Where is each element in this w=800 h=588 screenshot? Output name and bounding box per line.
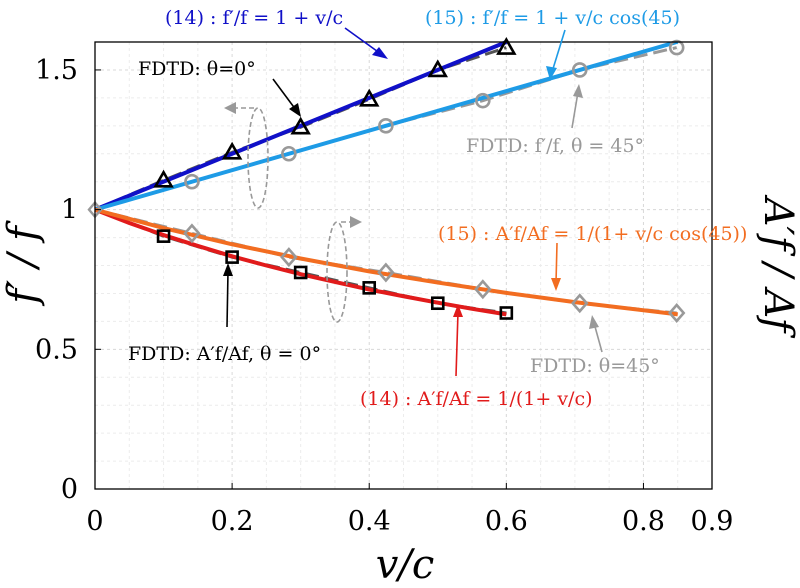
x-tick-label: 0.2 (211, 506, 254, 537)
arrowhead-eq14a (453, 304, 463, 317)
arrow-fdtd45f (571, 91, 579, 129)
marker-triangle (153, 169, 174, 188)
arrow-eq15a (555, 242, 558, 284)
marker-diamond (474, 279, 492, 300)
x-tick-label: 0.6 (485, 506, 528, 537)
ellipse-lower (326, 221, 348, 323)
marker-square (430, 296, 445, 311)
x-tick-label: 0 (86, 506, 103, 537)
plot-frame (94, 41, 713, 490)
y-tick-label: 1.5 (35, 55, 78, 86)
marker-circle (475, 92, 491, 109)
series-layer (87, 36, 686, 323)
ellipse-lower-arrowhead (350, 216, 362, 228)
y-axis-label-right: A′f / Af (755, 194, 800, 339)
marker-triangle (221, 141, 243, 160)
arrow-fdtd0a (226, 270, 229, 328)
marker-triangle (496, 36, 517, 55)
marker-circle (281, 145, 297, 162)
y-axis-label-left: f′ / f (0, 220, 46, 307)
arrow-eq14a (455, 311, 459, 377)
annotation-fdtd0a: FDTD: A′f/Af, θ = 0° (128, 343, 321, 365)
marker-diamond (377, 262, 395, 283)
marker-square (362, 281, 377, 295)
arrow-fdtd0f (272, 78, 297, 111)
series-line-theory (94, 207, 507, 317)
arrowhead-fdtd45a (589, 315, 599, 329)
annotations: (14) : f′/f = 1 + v/c (15) : f′/f = 1 + … (128, 7, 747, 410)
arrowhead-eq14f (372, 47, 388, 59)
marker-square (293, 265, 308, 280)
annotation-eq14f: (14) : f′/f = 1 + v/c (165, 7, 343, 29)
y-tick-label: 0 (61, 474, 78, 505)
annotation-fdtd0f: FDTD: θ=0° (138, 58, 256, 80)
marker-square (499, 306, 514, 320)
marker-triangle (358, 88, 380, 107)
series-line-theory (94, 40, 508, 212)
arrowhead-fdtd0a (223, 263, 233, 276)
y-tick-label: 0.5 (35, 334, 78, 365)
arrowhead-fdtd0f (289, 103, 301, 117)
annotation-fdtd45a: FDTD: θ=45° (530, 355, 660, 377)
x-tick-label: 0.8 (622, 506, 665, 537)
ellipse-upper-arrowhead (224, 102, 236, 114)
x-tick-label: 0.9 (691, 506, 734, 537)
series-line-theory (94, 39, 679, 212)
arrowhead-fdtd45f (573, 84, 583, 98)
x-axis-label: v/c (376, 542, 434, 588)
marker-diamond (667, 303, 686, 323)
annotation-eq15f: (15) : f′/f = 1 + v/c cos(45) (425, 7, 680, 29)
arrow-eq15f (551, 29, 566, 73)
arrowhead-eq15f (546, 66, 557, 80)
annotation-eq14a: (14) : A′f/Af = 1/(1+ v/c) (360, 388, 593, 410)
annotation-eq15a: (15) : A′f/Af = 1/(1+ v/c cos(45)) (438, 223, 747, 245)
marker-square (156, 229, 171, 243)
x-tick-label: 0.4 (348, 506, 391, 537)
tick-labels: 0 0.2 0.4 0.6 0.8 0.9 0 0.5 1 1.5 (35, 55, 733, 537)
arrow-eq14f (344, 27, 382, 55)
marker-circle (184, 173, 200, 190)
arrow-fdtd45a (593, 322, 603, 353)
ellipse-upper (247, 107, 269, 209)
y-tick-label: 1 (61, 195, 78, 226)
marker-circle (668, 39, 685, 56)
annotation-arrows (223, 27, 603, 377)
marker-circle (378, 118, 394, 134)
arrowhead-eq15a (551, 278, 561, 291)
marker-diamond (183, 223, 201, 244)
marker-diamond (571, 293, 589, 314)
marker-triangle (427, 59, 449, 78)
marker-circle (571, 62, 588, 78)
marker-triangle (290, 116, 311, 135)
marker-square (225, 250, 239, 264)
annotation-fdtd45f: FDTD: f′/f, θ = 45° (466, 135, 644, 157)
grid (94, 41, 713, 490)
marker-diamond (280, 247, 298, 268)
